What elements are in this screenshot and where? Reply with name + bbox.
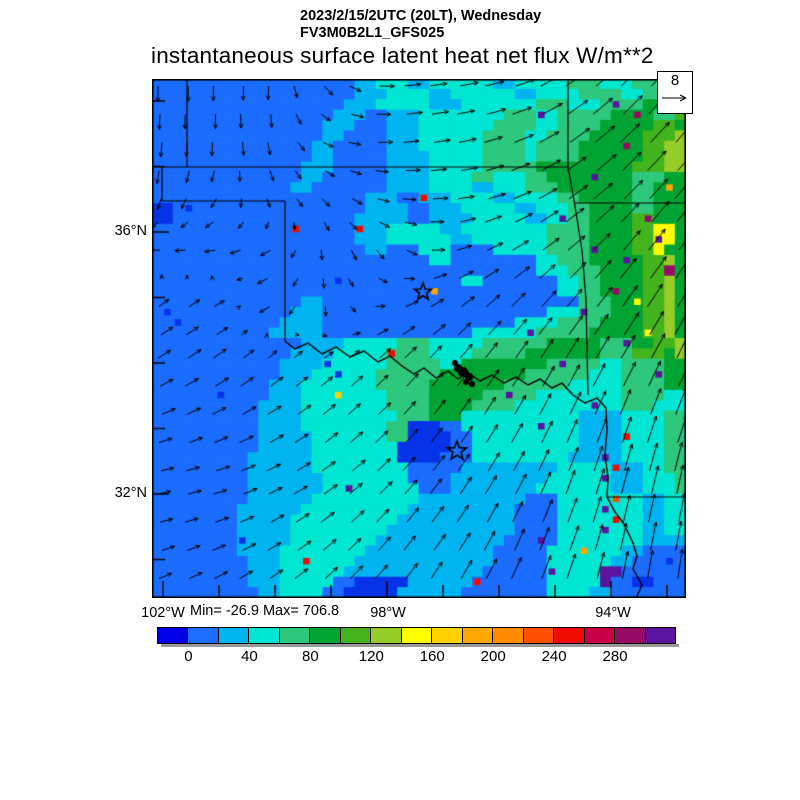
colorbar-shadow	[161, 644, 679, 647]
colorbar-cell	[278, 627, 311, 644]
colorbar-cell	[614, 627, 646, 644]
colorbar-cell	[248, 627, 280, 644]
lon-label-94w: 94°W	[595, 605, 631, 621]
colorbar-cell	[553, 627, 585, 644]
colorbar-tick-label: 160	[419, 648, 445, 665]
colorbar-tick-label: 280	[602, 648, 628, 665]
reference-vector-box: 8	[657, 71, 693, 114]
colorbar-tick-label: 80	[302, 648, 319, 665]
reference-vector-value: 8	[670, 72, 680, 89]
colorbar-tick-labels: 0 40 80 120 160 200 240 280	[0, 648, 800, 668]
colorbar-cell	[431, 627, 463, 644]
model-run-title: FV3M0B2L1_GFS025	[300, 25, 445, 41]
colorbar-cell	[492, 627, 524, 644]
colorbar-cell	[644, 627, 676, 644]
reference-arrow-icon	[662, 94, 687, 102]
colorbar-cell	[400, 627, 433, 644]
lon-label-102w: 102°W	[141, 605, 185, 621]
plot-title: instantaneous surface latent heat net fl…	[151, 43, 654, 68]
colorbar-cell	[309, 627, 341, 644]
colorbar-tick-label: 0	[184, 648, 193, 665]
colorbar-cell	[339, 627, 372, 644]
colorbar-tick-label: 240	[541, 648, 567, 665]
colorbar	[157, 627, 676, 644]
colorbar-cell	[370, 627, 402, 644]
colorbar-cell	[187, 627, 219, 644]
colorbar-cell	[217, 627, 250, 644]
colorbar-cell	[461, 627, 494, 644]
lat-label-36n: 36°N	[114, 223, 147, 239]
min-max-stats: Min= -26.9 Max= 706.8	[190, 603, 340, 619]
lon-label-98w: 98°W	[370, 605, 406, 621]
colorbar-cell	[583, 627, 616, 644]
flux-map-canvas	[152, 79, 686, 598]
lat-label-32n: 32°N	[114, 485, 147, 501]
datetime-title: 2023/2/15/2UTC (20LT), Wednesday	[300, 8, 542, 24]
colorbar-cell	[157, 627, 189, 644]
colorbar-tick-label: 40	[241, 648, 258, 665]
colorbar-cell	[522, 627, 555, 644]
colorbar-tick-label: 200	[480, 648, 506, 665]
colorbar-tick-label: 120	[358, 648, 384, 665]
